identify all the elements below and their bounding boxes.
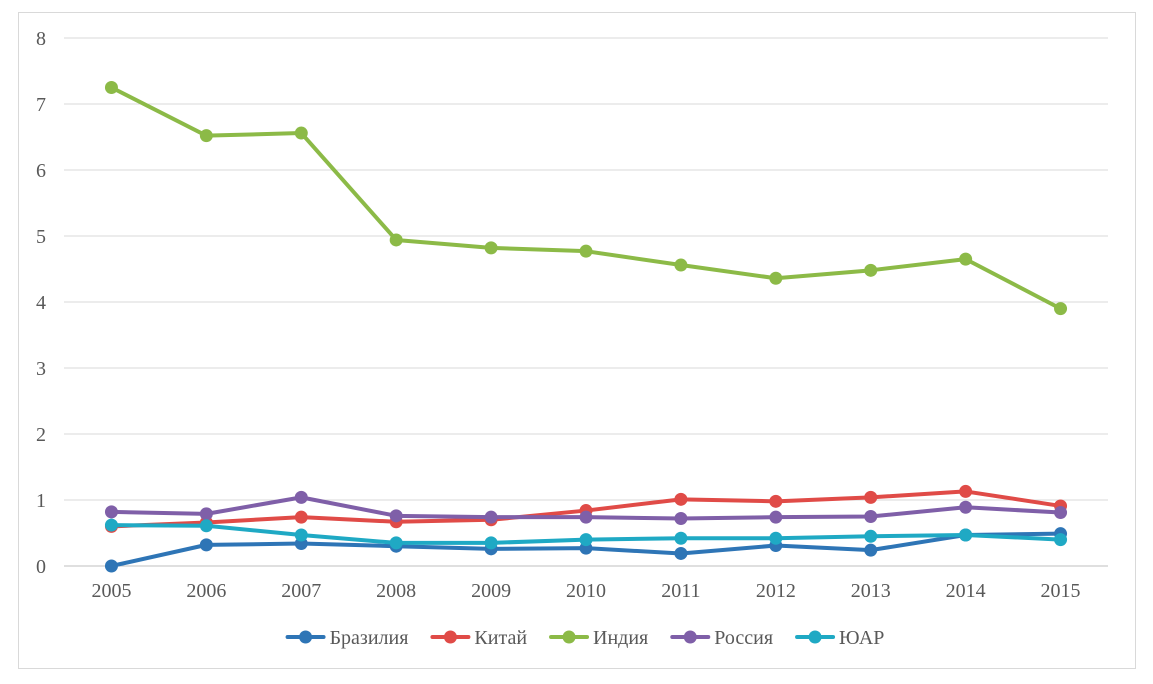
legend-swatch-marker — [683, 630, 697, 644]
series-3 — [104, 490, 1068, 525]
x-tick-label: 2015 — [1041, 580, 1081, 602]
data-point — [104, 81, 118, 94]
legend-label: Бразилия — [330, 627, 409, 649]
data-point — [1054, 302, 1068, 316]
data-point — [769, 271, 783, 285]
data-point — [484, 536, 498, 550]
data-point — [769, 531, 783, 545]
data-point — [199, 507, 213, 521]
data-point — [199, 519, 213, 533]
x-tick-label: 2014 — [946, 580, 986, 602]
y-tick-label: 0 — [36, 556, 46, 578]
legend-item: Индия — [549, 627, 648, 649]
x-tick-label: 2012 — [756, 580, 796, 602]
x-tick-label: 2011 — [661, 580, 700, 602]
data-point — [1054, 533, 1068, 547]
data-point — [959, 252, 973, 266]
y-tick-label: 1 — [36, 490, 46, 512]
data-point — [484, 510, 498, 524]
y-tick-label: 2 — [36, 424, 46, 446]
y-tick-label: 5 — [36, 226, 46, 248]
x-tick-label: 2007 — [281, 580, 321, 602]
data-point — [579, 533, 593, 547]
y-tick-label: 3 — [36, 358, 46, 380]
data-point — [389, 509, 403, 523]
y-tick-label: 7 — [36, 94, 46, 116]
data-point — [864, 490, 878, 504]
legend-item: Китай — [430, 627, 527, 649]
y-axis-ticks: 0 1 2 3 4 5 6 7 8 — [36, 28, 46, 578]
series-line — [109, 85, 1063, 311]
data-point — [294, 510, 308, 524]
data-point — [294, 528, 308, 542]
x-tick-label: 2009 — [471, 580, 511, 602]
data-point — [864, 510, 878, 523]
data-point — [674, 511, 688, 525]
data-point — [959, 484, 973, 498]
x-tick-label: 2013 — [851, 580, 891, 602]
legend-label: Россия — [714, 627, 773, 649]
x-tick-label: 2008 — [376, 580, 416, 602]
data-point — [769, 510, 783, 524]
legend-swatch-marker — [299, 630, 313, 644]
legend-label: Индия — [593, 627, 648, 649]
data-point — [579, 510, 593, 524]
y-tick-label: 8 — [36, 28, 46, 50]
legend-swatch-marker — [562, 630, 576, 644]
data-point — [959, 528, 973, 542]
legend-swatch-marker — [443, 630, 457, 644]
legend-item: Бразилия — [285, 627, 409, 649]
data-point — [104, 518, 118, 532]
data-point — [294, 490, 308, 504]
data-point — [389, 536, 403, 550]
data-point — [389, 233, 403, 247]
series-lines — [104, 81, 1068, 573]
x-tick-label: 2006 — [186, 580, 226, 602]
x-tick-label: 2005 — [91, 580, 131, 602]
data-point — [864, 529, 878, 543]
x-axis-ticks: 2005 2006 2007 2008 2009 2010 2011 2012 2013 2014… — [91, 580, 1080, 602]
data-point — [674, 492, 688, 506]
data-point — [199, 129, 213, 143]
data-point — [579, 244, 593, 258]
data-point — [769, 494, 783, 508]
data-point — [104, 559, 118, 573]
data-point — [674, 531, 688, 545]
legend-label: ЮАР — [839, 627, 884, 649]
data-point — [104, 505, 118, 519]
x-tick-label: 2010 — [566, 580, 606, 602]
y-tick-label: 6 — [36, 160, 46, 182]
data-point — [864, 263, 878, 277]
series-1 — [104, 484, 1068, 533]
y-tick-label: 4 — [36, 292, 46, 314]
legend-swatch-marker — [808, 630, 822, 644]
chart-frame — [18, 12, 1136, 669]
legend-label: Китай — [474, 627, 527, 649]
data-point — [1054, 506, 1068, 520]
legend-item: Россия — [670, 627, 773, 649]
legend-item: ЮАР — [795, 627, 884, 649]
series-2 — [104, 81, 1068, 316]
data-point — [674, 258, 688, 272]
legend: Бразилия Китай Индия Россия ЮАР — [285, 627, 884, 649]
data-point — [484, 241, 498, 255]
series-4 — [104, 518, 1068, 550]
data-point — [959, 500, 973, 514]
data-point — [674, 546, 688, 560]
gridlines — [64, 37, 1108, 567]
data-point — [294, 126, 308, 140]
data-point — [199, 538, 213, 552]
data-point — [864, 543, 878, 557]
